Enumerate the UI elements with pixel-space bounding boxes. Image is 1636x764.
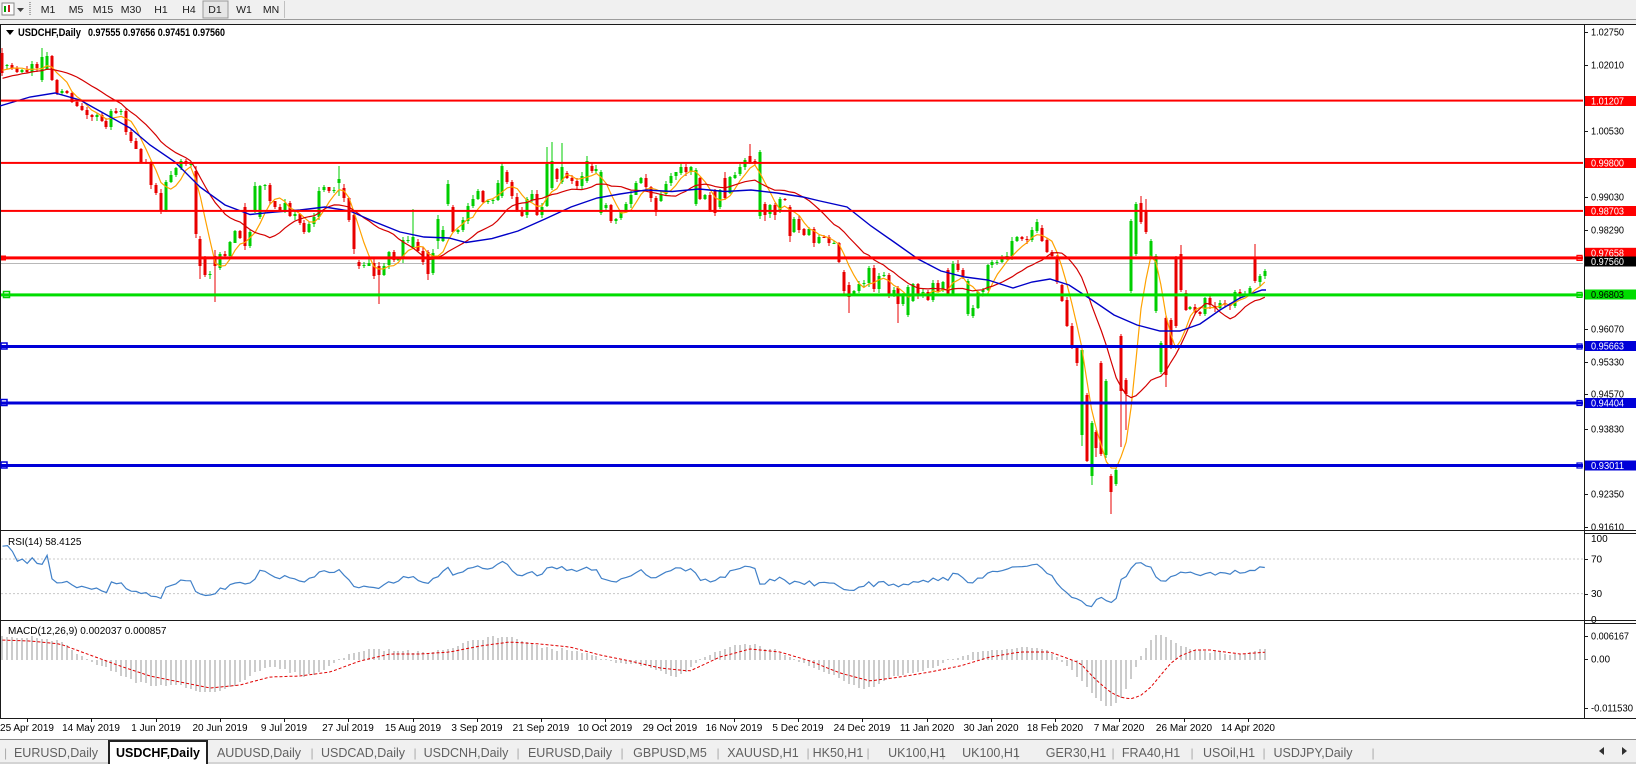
svg-text:3 Sep 2019: 3 Sep 2019 <box>451 723 503 734</box>
svg-text:0.96803: 0.96803 <box>1591 290 1624 301</box>
svg-text:|: | <box>310 746 313 760</box>
svg-text:D1: D1 <box>208 4 222 16</box>
svg-text:UK100,H1: UK100,H1 <box>962 746 1020 760</box>
svg-text:0.99800: 0.99800 <box>1591 159 1624 170</box>
svg-text:15 Aug 2019: 15 Aug 2019 <box>385 723 442 734</box>
svg-text:H1: H1 <box>154 4 168 16</box>
svg-text:24 Dec 2019: 24 Dec 2019 <box>834 723 891 734</box>
svg-text:0.98290: 0.98290 <box>1591 226 1624 237</box>
svg-text:11 Jan 2020: 11 Jan 2020 <box>900 723 955 734</box>
svg-text:HK50,H1: HK50,H1 <box>813 746 864 760</box>
svg-text:M30: M30 <box>121 4 142 16</box>
svg-text:1 Jun 2019: 1 Jun 2019 <box>131 723 181 734</box>
svg-text:7 Mar 2020: 7 Mar 2020 <box>1094 723 1145 734</box>
svg-text:|: | <box>1190 746 1193 760</box>
svg-text:USDCNH,Daily: USDCNH,Daily <box>424 746 509 760</box>
svg-text:USDCHF,Daily: USDCHF,Daily <box>18 27 82 39</box>
svg-text:16 Nov 2019: 16 Nov 2019 <box>706 723 763 734</box>
svg-text:25 Apr 2019: 25 Apr 2019 <box>0 723 54 734</box>
svg-text:|: | <box>413 746 416 760</box>
svg-text:|: | <box>620 746 623 760</box>
svg-text:MACD(12,26,9) 0.002037 0.00085: MACD(12,26,9) 0.002037 0.000857 <box>8 626 167 637</box>
svg-text:27 Jul 2019: 27 Jul 2019 <box>322 723 374 734</box>
svg-text:20 Jun 2019: 20 Jun 2019 <box>192 723 247 734</box>
svg-text:0.91610: 0.91610 <box>1591 523 1624 534</box>
svg-text:30 Jan 2020: 30 Jan 2020 <box>963 723 1018 734</box>
svg-text:UK100,H1: UK100,H1 <box>888 746 946 760</box>
svg-text:21 Sep 2019: 21 Sep 2019 <box>513 723 570 734</box>
svg-text:100: 100 <box>1591 534 1608 545</box>
svg-text:|: | <box>941 746 944 760</box>
svg-text:0.006167: 0.006167 <box>1591 632 1629 643</box>
svg-text:0.93830: 0.93830 <box>1591 425 1624 436</box>
svg-text:0.95663: 0.95663 <box>1591 342 1624 353</box>
svg-text:XAUUSD,H1: XAUUSD,H1 <box>727 746 799 760</box>
svg-text:30: 30 <box>1591 589 1603 600</box>
svg-text:|: | <box>716 746 719 760</box>
svg-text:9 Jul 2019: 9 Jul 2019 <box>261 723 308 734</box>
svg-text:RSI(14) 58.4125: RSI(14) 58.4125 <box>8 537 82 548</box>
svg-text:|: | <box>1262 746 1265 760</box>
svg-text:M15: M15 <box>93 4 114 16</box>
svg-text:|: | <box>866 746 869 760</box>
svg-text:29 Oct 2019: 29 Oct 2019 <box>643 723 698 734</box>
svg-text:USOil,H1: USOil,H1 <box>1203 746 1255 760</box>
svg-text:|: | <box>1015 746 1018 760</box>
svg-text:M5: M5 <box>69 4 84 16</box>
svg-text:18 Feb 2020: 18 Feb 2020 <box>1027 723 1084 734</box>
svg-text:5 Dec 2019: 5 Dec 2019 <box>772 723 824 734</box>
svg-text:0.00: 0.00 <box>1591 655 1610 666</box>
svg-text:26 Mar 2020: 26 Mar 2020 <box>1156 723 1213 734</box>
svg-text:14 May 2019: 14 May 2019 <box>62 723 120 734</box>
svg-text:0.97555 0.97656 0.97451 0.9756: 0.97555 0.97656 0.97451 0.97560 <box>88 27 225 39</box>
svg-text:|: | <box>1371 746 1374 760</box>
svg-text:|: | <box>516 746 519 760</box>
svg-text:|: | <box>4 746 7 760</box>
svg-text:0.99030: 0.99030 <box>1591 193 1624 204</box>
svg-text:GBPUSD,M5: GBPUSD,M5 <box>633 746 707 760</box>
svg-text:0.94570: 0.94570 <box>1591 390 1624 401</box>
svg-text:M1: M1 <box>41 4 56 16</box>
svg-text:14 Apr 2020: 14 Apr 2020 <box>1221 723 1275 734</box>
svg-text:EURUSD,Daily: EURUSD,Daily <box>14 746 99 760</box>
svg-text:FRA40,H1: FRA40,H1 <box>1122 746 1180 760</box>
svg-text:USDCHF,Daily: USDCHF,Daily <box>116 746 200 760</box>
svg-text:0.97560: 0.97560 <box>1591 257 1624 268</box>
svg-text:1.02750: 1.02750 <box>1591 28 1624 39</box>
svg-text:USDCAD,Daily: USDCAD,Daily <box>321 746 406 760</box>
svg-text:0.93011: 0.93011 <box>1591 461 1624 472</box>
svg-text:AUDUSD,Daily: AUDUSD,Daily <box>217 746 302 760</box>
svg-text:0.96070: 0.96070 <box>1591 325 1624 336</box>
svg-text:USDJPY,Daily: USDJPY,Daily <box>1274 746 1354 760</box>
svg-text:|: | <box>1111 746 1114 760</box>
svg-text:0.92350: 0.92350 <box>1591 490 1624 501</box>
svg-text:GER30,H1: GER30,H1 <box>1046 746 1106 760</box>
svg-text:0.97658: 0.97658 <box>1591 248 1624 259</box>
svg-text:1.02010: 1.02010 <box>1591 61 1624 72</box>
svg-text:70: 70 <box>1591 555 1603 566</box>
svg-text:0.98703: 0.98703 <box>1591 207 1624 218</box>
svg-text:EURUSD,Daily: EURUSD,Daily <box>528 746 613 760</box>
svg-text:MN: MN <box>263 4 279 16</box>
svg-text:0.95330: 0.95330 <box>1591 358 1624 369</box>
svg-text:-0.011530: -0.011530 <box>1591 704 1633 715</box>
svg-text:H4: H4 <box>182 4 196 16</box>
svg-text:|: | <box>806 746 809 760</box>
svg-text:10 Oct 2019: 10 Oct 2019 <box>578 723 633 734</box>
svg-text:1.01207: 1.01207 <box>1591 97 1624 108</box>
svg-text:W1: W1 <box>236 4 252 16</box>
svg-text:0.94404: 0.94404 <box>1591 399 1624 410</box>
svg-text:1.00530: 1.00530 <box>1591 127 1624 138</box>
